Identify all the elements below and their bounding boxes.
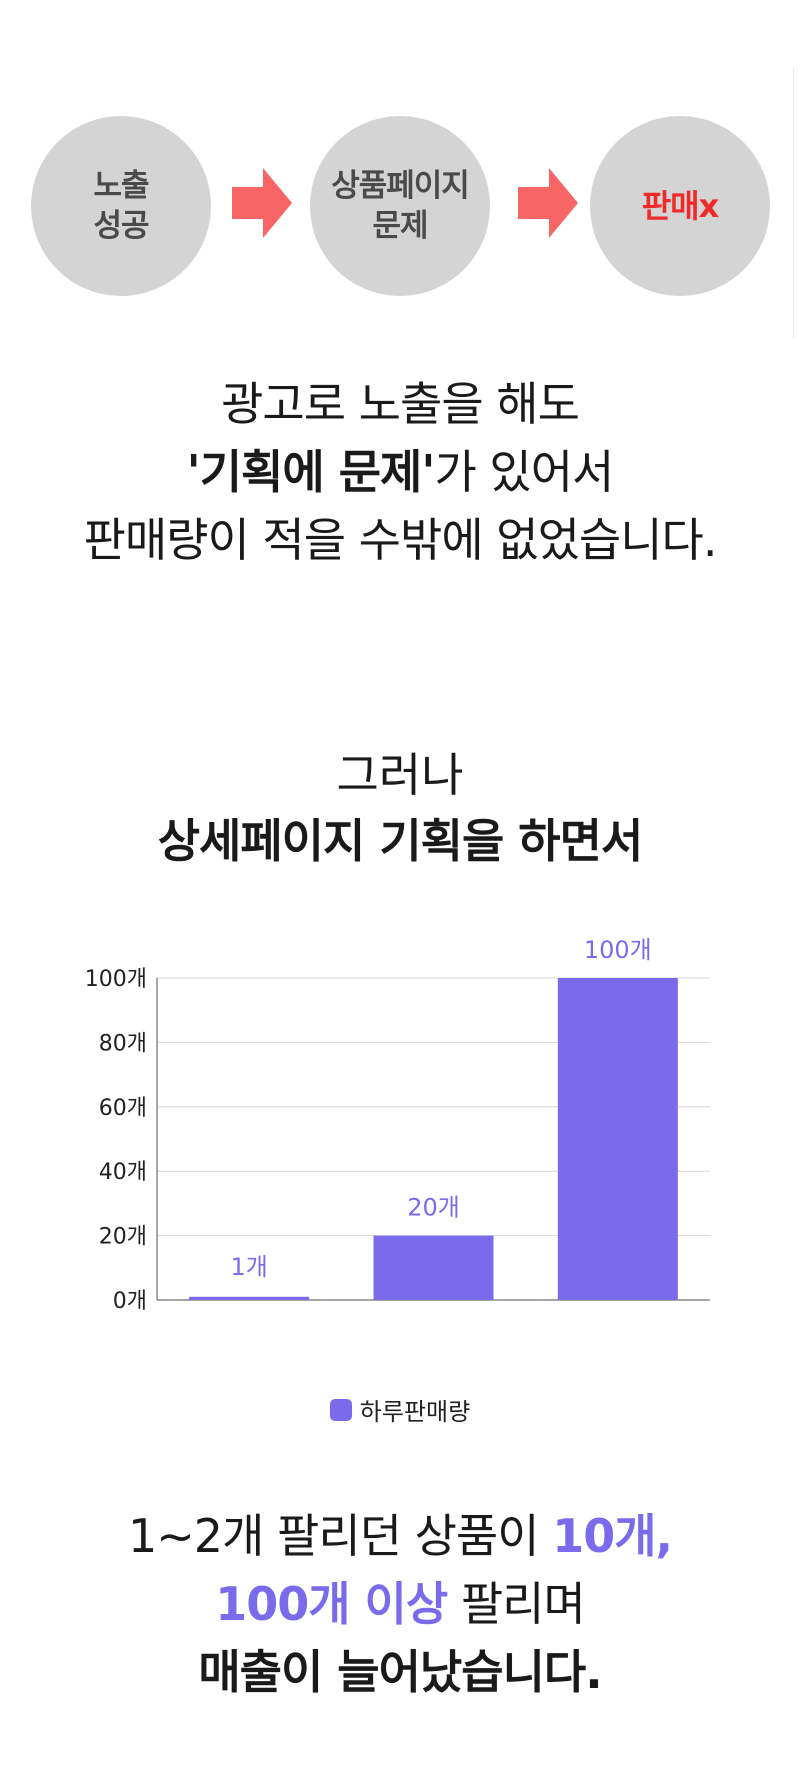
however-text: 그러나 상세페이지 기획을 하면서	[0, 742, 800, 874]
flow-step-product-page: 상품페이지 문제	[310, 116, 490, 296]
bar	[557, 978, 678, 1300]
flow-diagram: 노출 성공 상품페이지 문제 판매x	[0, 0, 800, 330]
y-tick-label: 60개	[99, 1096, 147, 1121]
bar-value-label: 100개	[584, 936, 652, 964]
result-line1-b: 10개,	[552, 1509, 673, 1563]
bar	[189, 1296, 310, 1300]
intro-line3: 판매량이 적을 수밖에 없었습니다.	[83, 513, 718, 567]
result-line2: 100개 이상 팔리며	[0, 1570, 800, 1638]
result-line3: 매출이 늘어났습니다.	[198, 1645, 602, 1699]
flow-step-no-sales-label: 판매x	[641, 187, 720, 225]
result-line2-a: 100개 이상	[215, 1577, 448, 1631]
y-tick-label: 40개	[99, 1160, 147, 1185]
result-line1-a: 1~2개 팔리던 상품이	[128, 1509, 553, 1563]
sales-chart-svg: 0개 20개 40개 60개 80개 100개 1개 20개 100개	[85, 936, 710, 1314]
result-text: 1~2개 팔리던 상품이 10개, 100개 이상 팔리며 매출이 늘어났습니다…	[0, 1502, 800, 1706]
y-tick-label: 100개	[85, 967, 147, 992]
intro-line2-bold: '기획에 문제'	[186, 445, 436, 499]
y-tick-label: 80개	[99, 1031, 147, 1056]
flow-step-product-page-line2: 문제	[372, 208, 428, 244]
chart-legend: 하루판매량	[0, 1392, 800, 1427]
arrow-right-icon	[518, 168, 578, 238]
result-line1: 1~2개 팔리던 상품이 10개,	[0, 1502, 800, 1570]
legend-swatch	[329, 1398, 352, 1421]
however-line1: 그러나	[336, 748, 464, 802]
intro-line2: '기획에 문제'가 있어서	[0, 438, 800, 506]
legend-label: 하루판매량	[359, 1398, 471, 1426]
y-tick-label: 0개	[113, 1289, 147, 1314]
bar-value-label: 20개	[407, 1194, 460, 1222]
flow-step-exposure-line2: 성공	[93, 208, 149, 244]
intro-line2-rest: 가 있어서	[434, 445, 614, 499]
edge-divider	[793, 68, 794, 338]
flow-step-no-sales: 판매x	[590, 116, 770, 296]
bar-value-label: 1개	[230, 1253, 267, 1281]
result-line2-b: 팔리며	[447, 1577, 586, 1631]
however-line2: 상세페이지 기획을 하면서	[157, 814, 644, 868]
intro-text: 광고로 노출을 해도 '기획에 문제'가 있어서 판매량이 적을 수밖에 없었습…	[0, 370, 800, 574]
arrow-right-icon	[232, 168, 292, 238]
intro-line1: 광고로 노출을 해도	[221, 377, 580, 431]
flow-step-exposure-line1: 노출	[93, 168, 149, 204]
bar	[373, 1235, 494, 1300]
flow-step-product-page-line1: 상품페이지	[331, 168, 470, 204]
flow-step-exposure: 노출 성공	[31, 116, 211, 296]
y-tick-label: 20개	[99, 1225, 147, 1250]
sales-chart: 0개 20개 40개 60개 80개 100개 1개 20개 100개	[0, 930, 800, 1360]
